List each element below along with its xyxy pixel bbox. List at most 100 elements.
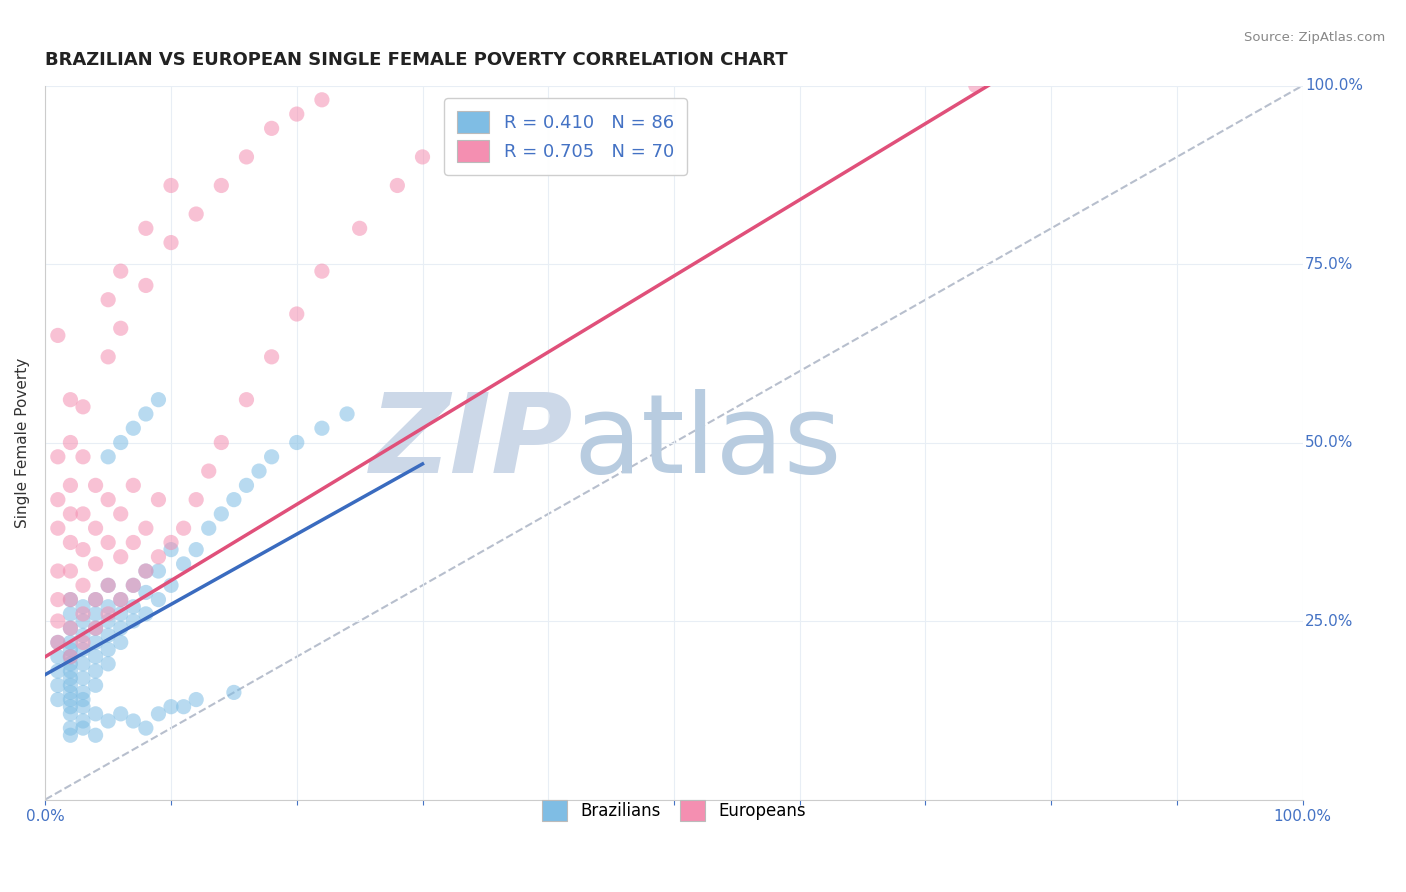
Point <box>84 635 107 649</box>
Point <box>135 564 157 578</box>
Point <box>160 535 183 549</box>
Point <box>72 657 94 671</box>
Point <box>97 535 120 549</box>
Point <box>122 578 145 592</box>
Point <box>46 328 69 343</box>
Point <box>72 607 94 621</box>
Point <box>260 121 283 136</box>
Point <box>247 464 270 478</box>
Point <box>222 685 245 699</box>
Point <box>97 642 120 657</box>
Point <box>186 692 208 706</box>
Point <box>235 478 257 492</box>
Point <box>186 542 208 557</box>
Point <box>46 664 69 678</box>
Point <box>311 93 333 107</box>
Point <box>110 321 132 335</box>
Point <box>72 578 94 592</box>
Point <box>412 150 434 164</box>
Point <box>197 521 219 535</box>
Point <box>349 221 371 235</box>
Text: atlas: atlas <box>574 389 842 496</box>
Point <box>148 392 170 407</box>
Point <box>72 507 94 521</box>
Point <box>72 692 94 706</box>
Point <box>72 542 94 557</box>
Point <box>110 607 132 621</box>
Point <box>84 649 107 664</box>
Point <box>72 721 94 735</box>
Point <box>59 706 82 721</box>
Point <box>46 678 69 692</box>
Point <box>122 578 145 592</box>
Point <box>84 728 107 742</box>
Point <box>84 592 107 607</box>
Point <box>135 521 157 535</box>
Point <box>59 671 82 685</box>
Point <box>97 599 120 614</box>
Point <box>46 492 69 507</box>
Point <box>84 557 107 571</box>
Point <box>46 649 69 664</box>
Point <box>135 607 157 621</box>
Point <box>110 592 132 607</box>
Point <box>72 635 94 649</box>
Point <box>285 307 308 321</box>
Point <box>110 635 132 649</box>
Point <box>84 521 107 535</box>
Point <box>72 628 94 642</box>
Point <box>387 178 409 193</box>
Point <box>260 450 283 464</box>
Point <box>84 478 107 492</box>
Point <box>148 564 170 578</box>
Point <box>59 685 82 699</box>
Point <box>311 421 333 435</box>
Point <box>59 642 82 657</box>
Point <box>59 657 82 671</box>
Point <box>197 464 219 478</box>
Point <box>59 435 82 450</box>
Point <box>72 714 94 728</box>
Point <box>110 621 132 635</box>
Point <box>46 592 69 607</box>
Point <box>59 507 82 521</box>
Point <box>72 642 94 657</box>
Point <box>46 692 69 706</box>
Y-axis label: Single Female Poverty: Single Female Poverty <box>15 358 30 528</box>
Point <box>173 521 195 535</box>
Point <box>97 714 120 728</box>
Point <box>285 107 308 121</box>
Point <box>59 564 82 578</box>
Point <box>148 706 170 721</box>
Point <box>97 578 120 592</box>
Point <box>160 178 183 193</box>
Point <box>110 435 132 450</box>
Point <box>84 607 107 621</box>
Point <box>72 699 94 714</box>
Point <box>110 264 132 278</box>
Point <box>209 507 232 521</box>
Point <box>59 621 82 635</box>
Text: 100.0%: 100.0% <box>1305 78 1364 93</box>
Point <box>97 350 120 364</box>
Text: ZIP: ZIP <box>370 389 574 496</box>
Point <box>260 350 283 364</box>
Point <box>965 78 987 93</box>
Text: Source: ZipAtlas.com: Source: ZipAtlas.com <box>1244 31 1385 45</box>
Point <box>46 635 69 649</box>
Text: 75.0%: 75.0% <box>1305 257 1354 271</box>
Point <box>122 599 145 614</box>
Point <box>285 435 308 450</box>
Point <box>46 450 69 464</box>
Point <box>72 614 94 628</box>
Point <box>122 421 145 435</box>
Text: BRAZILIAN VS EUROPEAN SINGLE FEMALE POVERTY CORRELATION CHART: BRAZILIAN VS EUROPEAN SINGLE FEMALE POVE… <box>45 51 787 69</box>
Point <box>59 664 82 678</box>
Point <box>209 178 232 193</box>
Point <box>84 592 107 607</box>
Point <box>59 678 82 692</box>
Point <box>135 278 157 293</box>
Point <box>59 635 82 649</box>
Point <box>59 621 82 635</box>
Point <box>72 400 94 414</box>
